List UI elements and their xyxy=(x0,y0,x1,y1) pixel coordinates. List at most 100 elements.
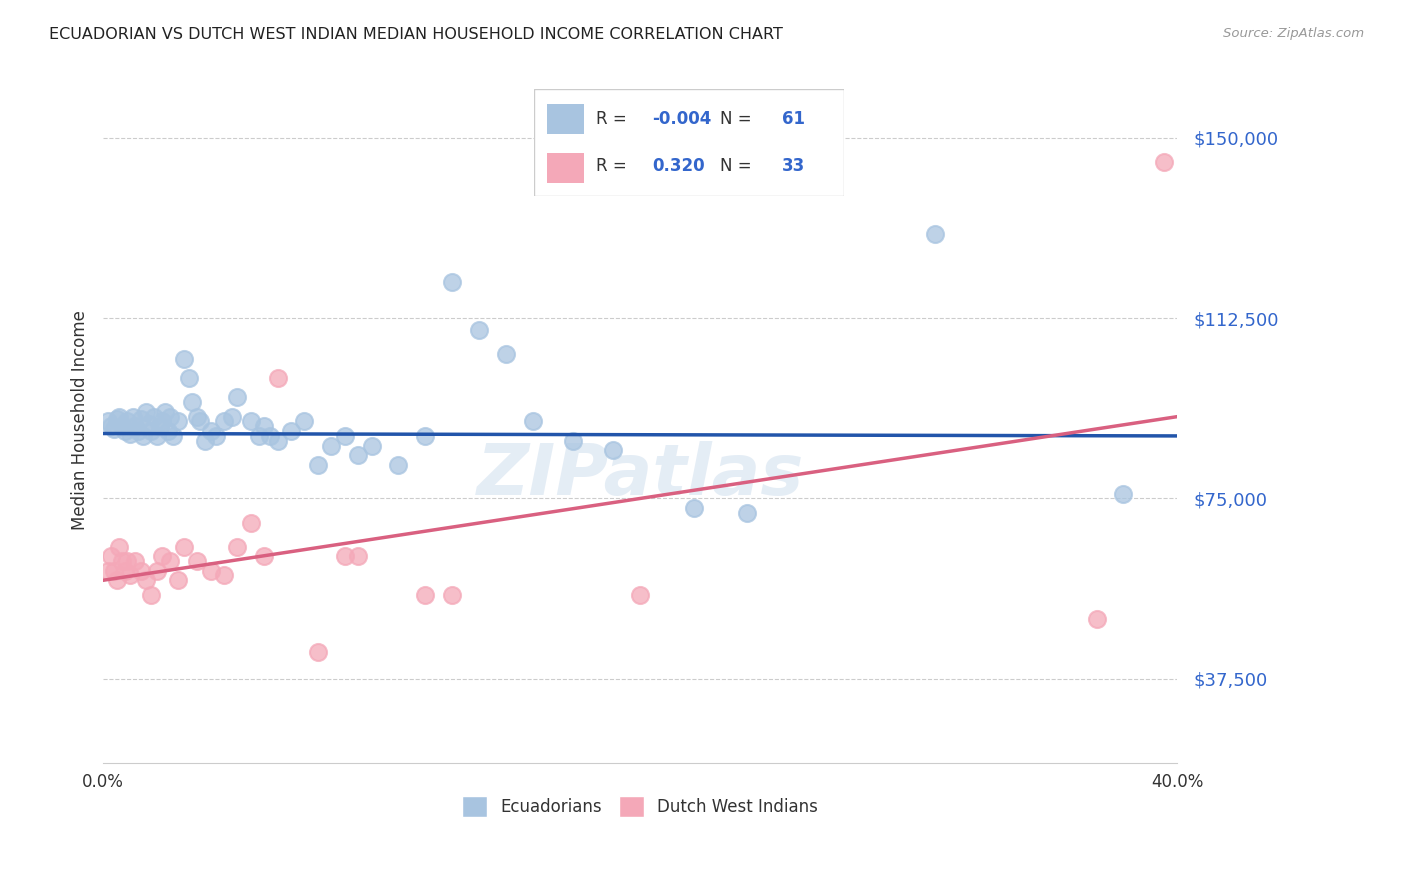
Point xyxy=(247,429,270,443)
Point xyxy=(239,415,262,429)
Point xyxy=(167,415,190,429)
Point xyxy=(226,540,249,554)
Y-axis label: Median Household Income: Median Household Income xyxy=(72,310,89,530)
Point xyxy=(100,419,122,434)
Point xyxy=(387,458,409,472)
Point xyxy=(146,429,169,443)
Point xyxy=(105,412,128,426)
Point xyxy=(253,549,276,564)
Point xyxy=(200,564,222,578)
Point xyxy=(221,409,243,424)
Point xyxy=(118,568,141,582)
Legend: Ecuadorians, Dutch West Indians: Ecuadorians, Dutch West Indians xyxy=(456,789,825,823)
Point xyxy=(413,588,436,602)
Point xyxy=(111,554,134,568)
Point xyxy=(321,438,343,452)
Point xyxy=(114,564,136,578)
FancyBboxPatch shape xyxy=(547,153,583,184)
Point xyxy=(259,429,281,443)
Text: R =: R = xyxy=(596,111,633,128)
Point xyxy=(347,448,370,462)
FancyBboxPatch shape xyxy=(547,104,583,134)
Point xyxy=(522,415,544,429)
Point xyxy=(156,424,179,438)
Point xyxy=(148,419,170,434)
Point xyxy=(177,371,200,385)
Point xyxy=(347,549,370,564)
Point xyxy=(333,429,356,443)
Text: 61: 61 xyxy=(782,111,804,128)
Point xyxy=(141,588,163,602)
Point xyxy=(280,424,302,438)
Text: N =: N = xyxy=(720,111,756,128)
Point xyxy=(117,415,139,429)
Text: 33: 33 xyxy=(782,157,806,175)
Point xyxy=(307,645,329,659)
Point xyxy=(105,574,128,588)
Point xyxy=(103,564,125,578)
Point xyxy=(103,422,125,436)
Point xyxy=(495,347,517,361)
FancyBboxPatch shape xyxy=(534,89,844,196)
Point xyxy=(132,429,155,443)
Point xyxy=(413,429,436,443)
Point xyxy=(628,588,651,602)
Point xyxy=(226,391,249,405)
Point xyxy=(150,549,173,564)
Point xyxy=(135,405,157,419)
Point xyxy=(1112,486,1135,500)
Point xyxy=(266,371,288,385)
Point xyxy=(253,419,276,434)
Point xyxy=(143,409,166,424)
Point xyxy=(294,415,316,429)
Point xyxy=(150,415,173,429)
Text: Source: ZipAtlas.com: Source: ZipAtlas.com xyxy=(1223,27,1364,40)
Point xyxy=(562,434,585,448)
Point xyxy=(97,564,120,578)
Text: ECUADORIAN VS DUTCH WEST INDIAN MEDIAN HOUSEHOLD INCOME CORRELATION CHART: ECUADORIAN VS DUTCH WEST INDIAN MEDIAN H… xyxy=(49,27,783,42)
Point xyxy=(108,409,131,424)
Point xyxy=(212,568,235,582)
Point xyxy=(114,424,136,438)
Point xyxy=(173,540,195,554)
Point xyxy=(186,554,208,568)
Point xyxy=(173,351,195,366)
Point xyxy=(602,443,624,458)
Text: ZIPatlas: ZIPatlas xyxy=(477,441,804,509)
Point xyxy=(200,424,222,438)
Text: R =: R = xyxy=(596,157,633,175)
Point xyxy=(124,554,146,568)
Point xyxy=(146,564,169,578)
Point xyxy=(100,549,122,564)
Point xyxy=(159,409,181,424)
Point xyxy=(239,516,262,530)
Point xyxy=(1085,612,1108,626)
Text: 0.320: 0.320 xyxy=(652,157,704,175)
Point xyxy=(188,415,211,429)
Point xyxy=(180,395,202,409)
Text: N =: N = xyxy=(720,157,756,175)
Point xyxy=(212,415,235,429)
Point xyxy=(135,574,157,588)
Point xyxy=(167,574,190,588)
Point xyxy=(266,434,288,448)
Point xyxy=(205,429,228,443)
Point xyxy=(162,429,184,443)
Point xyxy=(186,409,208,424)
Point xyxy=(333,549,356,564)
Point xyxy=(129,412,152,426)
Point xyxy=(737,506,759,520)
Point xyxy=(360,438,382,452)
Point xyxy=(117,554,139,568)
Point xyxy=(108,540,131,554)
Point xyxy=(159,554,181,568)
Point xyxy=(127,424,149,438)
Point xyxy=(682,501,704,516)
Point xyxy=(441,275,464,289)
Point xyxy=(441,588,464,602)
Point xyxy=(111,419,134,434)
Point xyxy=(97,415,120,429)
Point xyxy=(924,227,946,241)
Point xyxy=(124,419,146,434)
Point xyxy=(1153,154,1175,169)
